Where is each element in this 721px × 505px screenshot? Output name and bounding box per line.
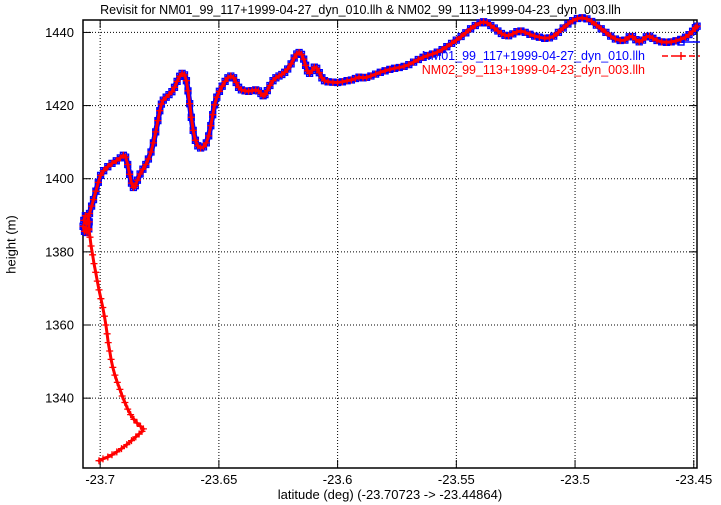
legend: NM01_99_117+1999-04-27_dyn_010.llh NM02_… [0,35,645,77]
y-tick-label: 1400 [45,171,74,186]
plot-border [82,19,698,469]
x-tick-label: -23.5 [560,472,590,487]
y-tick-label: 1360 [45,318,74,333]
legend-sample-marker [677,52,685,60]
y-axis-label: height (m) [3,215,19,274]
x-tick-label: -23.6 [323,472,353,487]
legend-label-nm02: NM02_99_113+1999-04-23_dyn_003.llh [421,63,645,77]
chart-title: Revisit for NM01_99_117+1999-04-27_dyn_0… [100,3,621,17]
y-tick-label: 1380 [45,244,74,259]
series-markers-nm02 [79,14,701,465]
legend-entry-nm01: NM01_99_117+1999-04-27_dyn_010.llh [0,35,645,63]
y-tick-label: 1420 [45,98,74,113]
x-tick-label: -23.45 [675,472,712,487]
legend-label-nm01: NM01_99_117+1999-04-27_dyn_010.llh [421,49,645,63]
x-tick-label: -23.55 [438,472,475,487]
legend-sample-marker [677,38,685,46]
x-axis-label: latitude (deg) (-23.70723 -> -23.44864) [277,487,503,502]
y-tick-label: 1340 [45,391,74,406]
x-tick-label: -23.7 [85,472,115,487]
x-tick-label: -23.65 [200,472,237,487]
series-line-nm02 [81,16,699,463]
